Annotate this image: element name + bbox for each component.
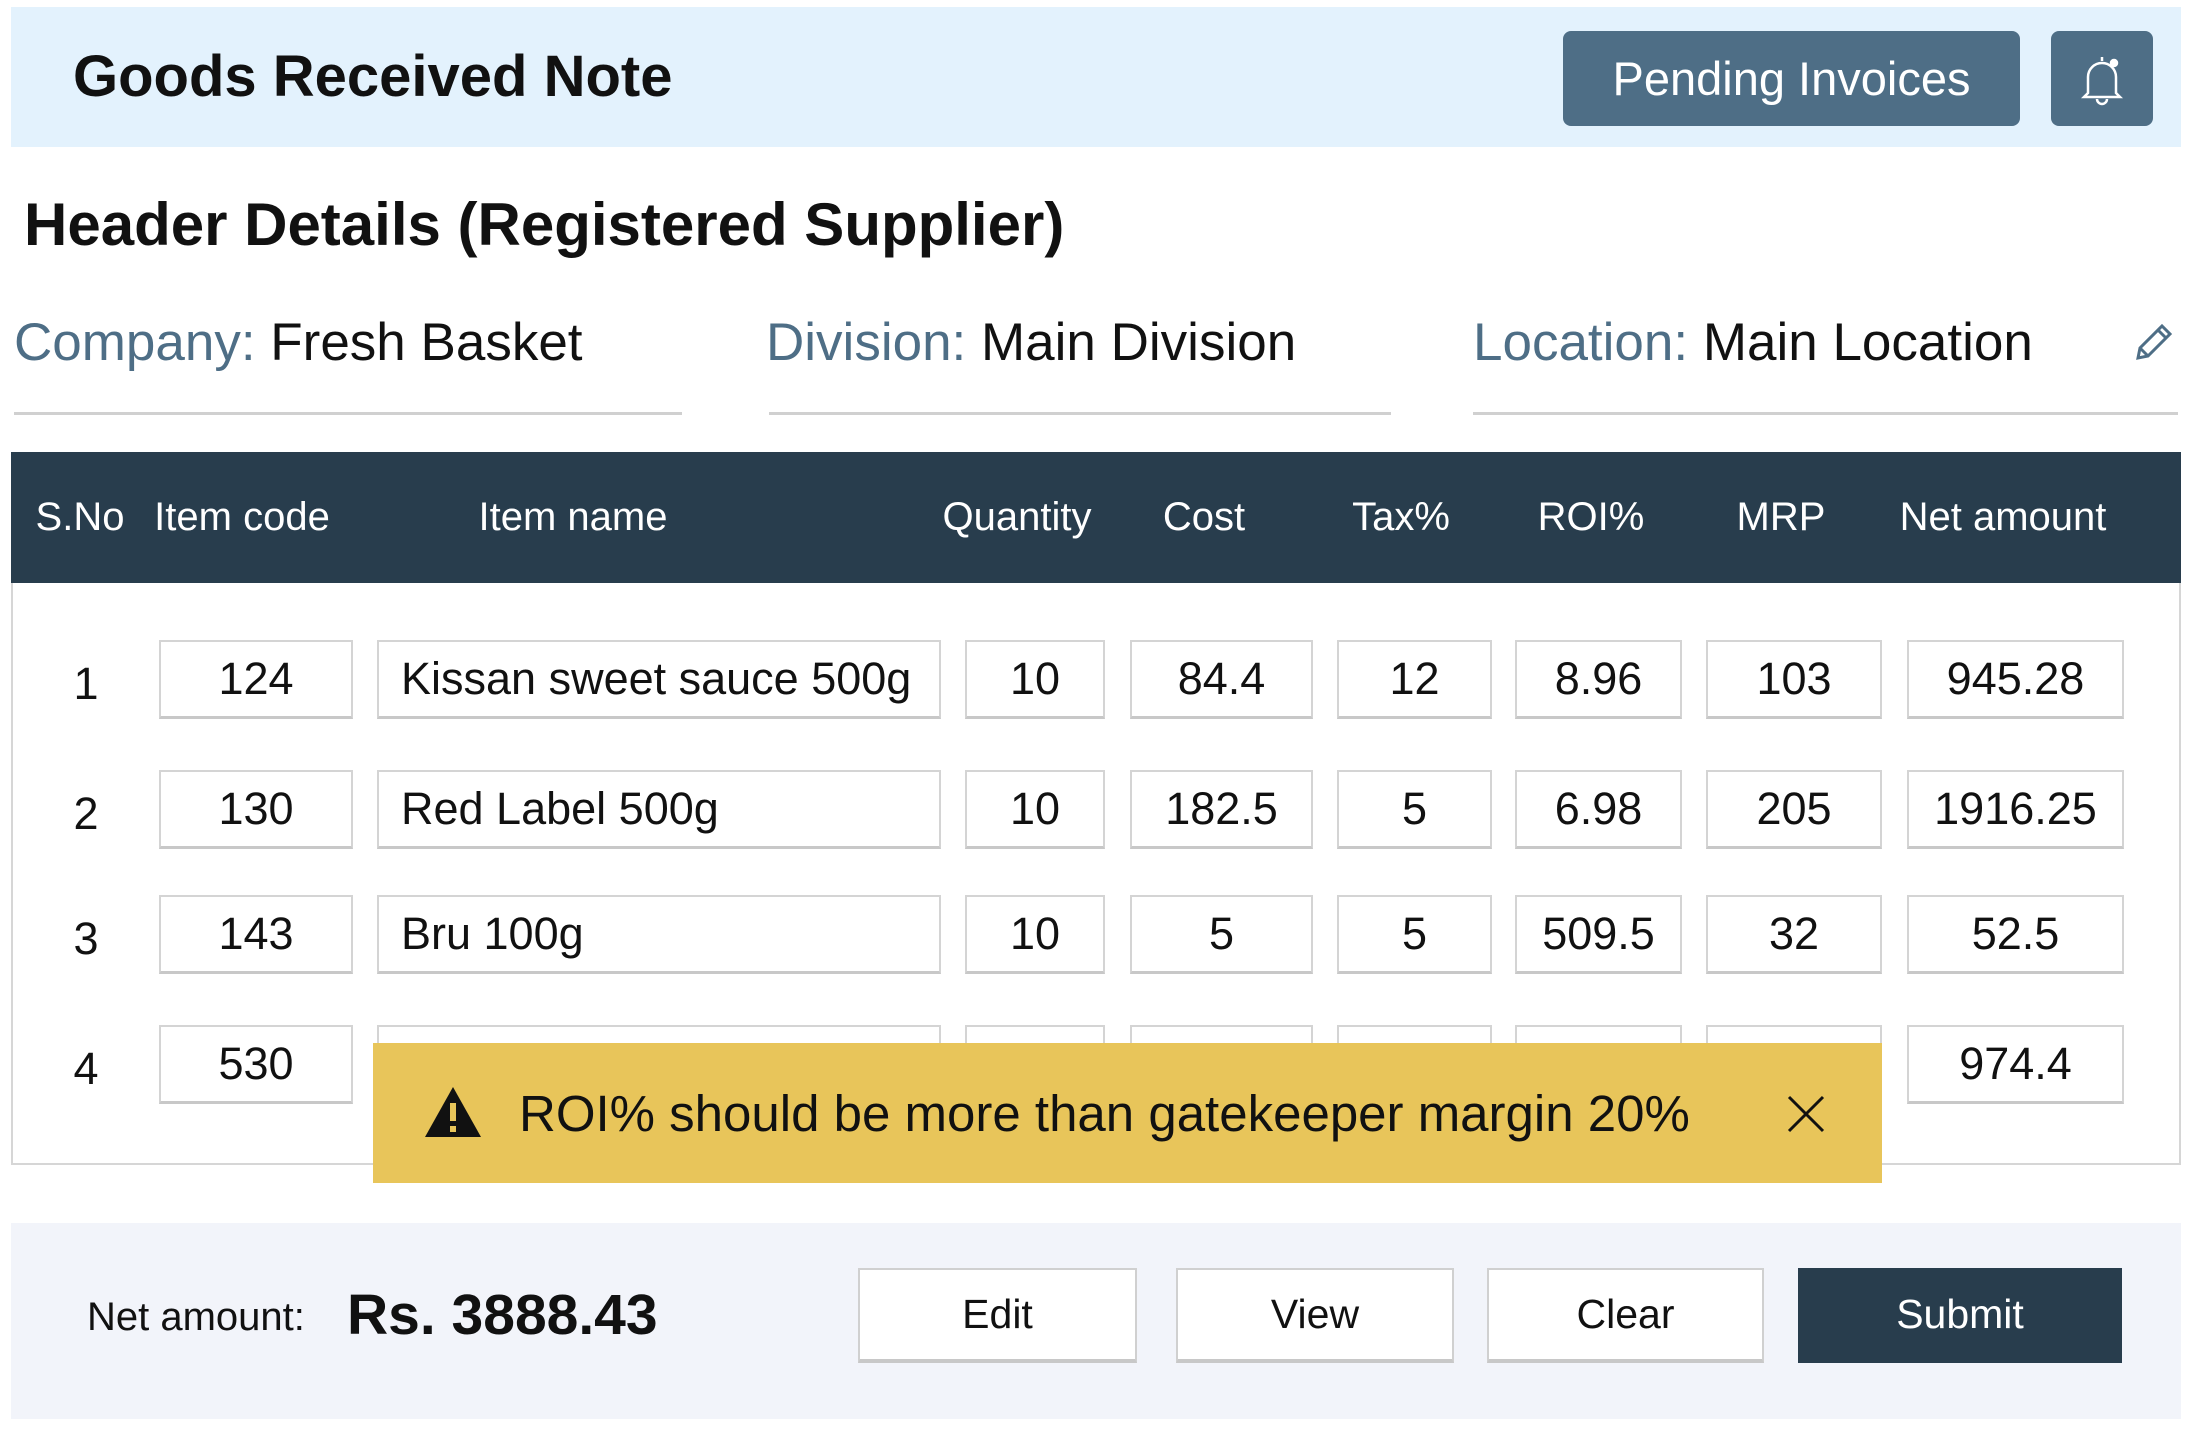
- name-input[interactable]: Red Label 500g: [377, 770, 941, 849]
- column-header-roi: ROI%: [1537, 495, 1645, 539]
- pending-invoices-button[interactable]: Pending Invoices: [1563, 31, 2020, 126]
- serial-number: 1: [73, 658, 99, 709]
- clear-button[interactable]: Clear: [1487, 1268, 1764, 1363]
- name-input[interactable]: Kissan sweet sauce 500g: [377, 640, 941, 719]
- notifications-button[interactable]: [2051, 31, 2153, 126]
- column-header-s-no: S.No: [35, 495, 125, 539]
- serial-number: 4: [73, 1043, 99, 1094]
- close-icon[interactable]: [1783, 1091, 1829, 1137]
- code-input[interactable]: 124: [159, 640, 353, 719]
- warning-icon: [425, 1087, 481, 1137]
- column-header-net-amount: Net amount: [1899, 495, 2107, 539]
- cost-input[interactable]: 84.4: [1130, 640, 1313, 719]
- toast-message: ROI% should be more than gatekeeper marg…: [519, 1084, 1690, 1142]
- company-field[interactable]: Company: Fresh Basket: [14, 310, 583, 376]
- code-input[interactable]: 143: [159, 895, 353, 974]
- submit-button[interactable]: Submit: [1798, 1268, 2122, 1363]
- net-input[interactable]: 945.28: [1907, 640, 2124, 719]
- tax-input[interactable]: 12: [1337, 640, 1492, 719]
- qty-input[interactable]: 10: [965, 770, 1105, 849]
- cost-input[interactable]: 182.5: [1130, 770, 1313, 849]
- net-input[interactable]: 52.5: [1907, 895, 2124, 974]
- qty-input[interactable]: 10: [965, 640, 1105, 719]
- bell-icon: [2080, 56, 2124, 105]
- net-input[interactable]: 974.4: [1907, 1025, 2124, 1104]
- mrp-input[interactable]: 103: [1706, 640, 1882, 719]
- division-label: Division:: [766, 313, 967, 372]
- net-input[interactable]: 1916.25: [1907, 770, 2124, 849]
- roi-input[interactable]: 6.98: [1515, 770, 1682, 849]
- column-header-item-code: Item code: [154, 495, 330, 539]
- division-underline: [769, 412, 1391, 415]
- column-header-tax: Tax%: [1352, 495, 1450, 539]
- company-value: Fresh Basket: [270, 313, 583, 372]
- qty-input[interactable]: 10: [965, 895, 1105, 974]
- code-input[interactable]: 130: [159, 770, 353, 849]
- location-value: Main Location: [1702, 313, 2033, 372]
- mrp-input[interactable]: 205: [1706, 770, 1882, 849]
- serial-number: 2: [73, 788, 99, 839]
- division-value: Main Division: [981, 313, 1297, 372]
- tax-input[interactable]: 5: [1337, 770, 1492, 849]
- location-underline: [1473, 412, 2178, 415]
- pencil-icon[interactable]: [2130, 320, 2176, 366]
- app-title: Goods Received Note: [73, 44, 673, 109]
- edit-button[interactable]: Edit: [858, 1268, 1137, 1363]
- net-amount-label: Net amount:: [87, 1295, 305, 1339]
- column-header-mrp: MRP: [1736, 495, 1826, 539]
- column-header-item-name: Item name: [478, 495, 668, 539]
- code-input[interactable]: 530: [159, 1025, 353, 1104]
- serial-number: 3: [73, 913, 99, 964]
- location-label: Location:: [1473, 313, 1689, 372]
- net-amount-value: Rs. 3888.43: [347, 1283, 658, 1347]
- roi-input[interactable]: 509.5: [1515, 895, 1682, 974]
- warning-toast: ROI% should be more than gatekeeper marg…: [373, 1043, 1882, 1183]
- division-field[interactable]: Division: Main Division: [766, 310, 1296, 376]
- cost-input[interactable]: 5: [1130, 895, 1313, 974]
- location-field[interactable]: Location: Main Location: [1473, 310, 2033, 376]
- column-header-quantity: Quantity: [942, 495, 1092, 539]
- name-input[interactable]: Bru 100g: [377, 895, 941, 974]
- tax-input[interactable]: 5: [1337, 895, 1492, 974]
- table-body: 1 124 Kissan sweet sauce 500g 10 84.4 12 8.96 1…: [11, 583, 2181, 1165]
- company-label: Company:: [14, 313, 256, 372]
- company-underline: [14, 412, 682, 415]
- view-button[interactable]: View: [1176, 1268, 1454, 1363]
- roi-input[interactable]: 8.96: [1515, 640, 1682, 719]
- section-title: Header Details (Registered Supplier): [24, 191, 1065, 258]
- mrp-input[interactable]: 32: [1706, 895, 1882, 974]
- table-header: S.No Item code Item name Quantity Cost Tax% RO…: [11, 452, 2181, 583]
- column-header-cost: Cost: [1162, 495, 1246, 539]
